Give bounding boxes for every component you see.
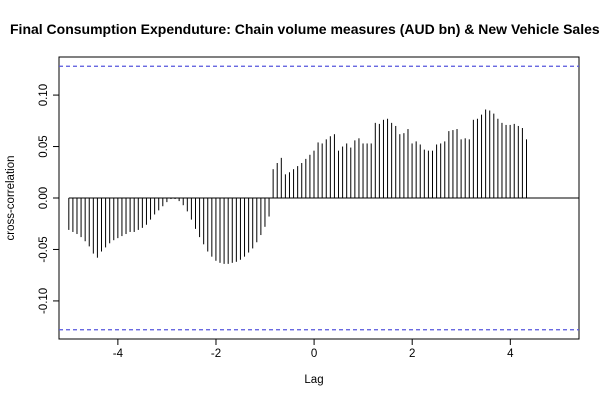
x-tick-label: 2 bbox=[409, 348, 415, 360]
correlation-bars bbox=[68, 109, 527, 264]
chart-title: Final Consumption Expenduture: Chain vol… bbox=[10, 21, 600, 37]
x-axis: -4 -2 0 2 4 bbox=[113, 339, 514, 360]
y-tick-label: 0.05 bbox=[38, 135, 50, 157]
confidence-bounds bbox=[59, 65, 579, 331]
y-tick-label: -0.05 bbox=[38, 236, 50, 262]
x-axis-label: Lag bbox=[304, 374, 323, 386]
x-tick-label: -2 bbox=[211, 348, 221, 360]
x-tick-label: 4 bbox=[507, 348, 514, 360]
y-axis-label: cross-correlation bbox=[5, 156, 17, 241]
y-axis: -0.10 -0.05 0.00 0.05 0.10 bbox=[38, 84, 59, 314]
x-tick-label: 0 bbox=[311, 348, 317, 360]
y-tick-label: 0.10 bbox=[38, 84, 50, 106]
y-tick-label: -0.10 bbox=[38, 288, 50, 314]
y-tick-label: 0.00 bbox=[38, 187, 50, 209]
x-tick-label: -4 bbox=[113, 348, 124, 360]
